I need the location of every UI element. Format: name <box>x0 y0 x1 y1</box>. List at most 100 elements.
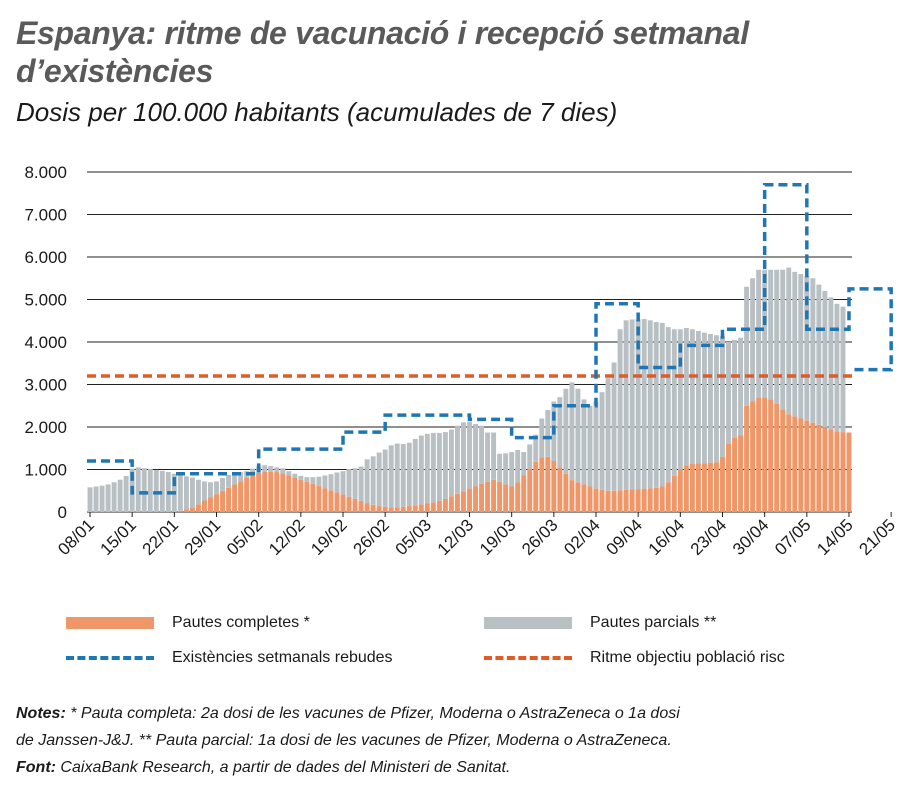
bar-completes <box>418 504 424 512</box>
bar-completes <box>647 488 653 512</box>
notes-line-1: Notes: * Pauta completa: 2a dosi de les … <box>16 700 886 727</box>
bar-completes <box>382 506 388 512</box>
bar-completes <box>262 471 268 512</box>
y-tick-label: 6.000 <box>24 248 67 267</box>
y-tick-label: 4.000 <box>24 333 67 352</box>
bar-completes <box>183 509 189 512</box>
x-tick-label: 29/01 <box>181 515 225 559</box>
bar-parcials <box>93 486 99 512</box>
bar-parcials <box>346 469 352 497</box>
bar-parcials <box>774 269 780 404</box>
legend-item-completes: Pautes completes * <box>66 614 310 632</box>
bar-completes <box>713 462 719 512</box>
bar-parcials <box>521 452 527 476</box>
bar-parcials <box>87 487 93 512</box>
bar-parcials <box>370 456 376 505</box>
bar-parcials <box>629 319 635 490</box>
bar-completes <box>238 481 244 512</box>
bar-completes <box>575 482 581 512</box>
bar-parcials <box>834 303 840 432</box>
bar-completes <box>689 463 695 512</box>
bar-parcials <box>310 477 316 484</box>
bar-parcials <box>220 478 226 491</box>
bar-completes <box>792 416 798 512</box>
bar-parcials <box>183 476 189 510</box>
bar-parcials <box>677 329 683 470</box>
bar-completes <box>220 490 226 512</box>
bar-completes <box>683 465 689 512</box>
y-tick-label: 1.000 <box>24 461 67 480</box>
bar-parcials <box>135 467 141 512</box>
bar-parcials <box>792 271 798 417</box>
bar-completes <box>581 484 587 512</box>
bar-parcials <box>726 342 731 444</box>
bar-completes <box>226 487 232 512</box>
bar-parcials <box>581 399 587 485</box>
bar-parcials <box>695 330 701 464</box>
bar-completes <box>527 468 533 512</box>
bar-completes <box>370 504 376 512</box>
bar-completes <box>406 506 412 512</box>
bar-parcials <box>328 474 334 491</box>
y-tick-label: 5.000 <box>24 291 67 310</box>
bar-parcials <box>226 475 232 488</box>
bar-completes <box>834 431 840 512</box>
bar-parcials <box>189 477 195 508</box>
bar-completes <box>701 463 707 512</box>
notes-label: Notes: <box>16 705 66 722</box>
bar-parcials <box>828 297 834 430</box>
bar-completes <box>509 486 515 512</box>
bar-parcials <box>750 278 756 402</box>
bar-parcials <box>780 269 786 410</box>
bar-parcials <box>147 469 153 512</box>
bar-parcials <box>617 329 623 491</box>
bar-completes <box>720 456 725 512</box>
bar-completes <box>629 489 635 512</box>
bar-parcials <box>177 475 183 511</box>
y-tick-label: 3.000 <box>24 376 67 395</box>
bar-completes <box>665 482 671 512</box>
bar-completes <box>298 479 304 512</box>
bar-parcials <box>563 388 569 474</box>
bar-parcials <box>683 327 689 466</box>
bar-parcials <box>497 453 503 482</box>
x-tick-label: 22/01 <box>139 515 183 559</box>
bar-completes <box>677 469 683 512</box>
bar-completes <box>467 488 472 512</box>
chart-area: 0 1.000 2.000 3.000 4.000 5.000 6.000 7.000 8.00… <box>24 163 899 559</box>
bar-parcials <box>786 267 792 415</box>
bar-parcials <box>268 466 274 472</box>
x-tick-label: 26/02 <box>349 515 393 559</box>
bar-completes <box>611 490 617 512</box>
bar-completes <box>593 488 599 512</box>
bar-parcials <box>394 443 400 508</box>
bar-parcials <box>593 401 599 489</box>
x-tick-label: 19/02 <box>307 515 351 559</box>
bar-parcials <box>406 442 412 507</box>
bar-parcials <box>159 470 165 512</box>
bar-completes <box>653 487 659 512</box>
bar-parcials <box>768 269 774 400</box>
bar-parcials <box>816 284 822 425</box>
line-existencies <box>87 183 893 495</box>
bar-parcials <box>539 418 545 458</box>
bar-parcials <box>527 444 533 469</box>
legend-swatch-parcials <box>484 617 572 629</box>
bar-completes <box>756 397 762 512</box>
bar-parcials <box>810 278 816 423</box>
bar-parcials <box>436 432 442 501</box>
bar-parcials <box>111 482 117 512</box>
bar-completes <box>328 490 334 512</box>
bar-completes <box>840 432 846 512</box>
bar-parcials <box>822 291 828 427</box>
bar-completes <box>810 422 816 512</box>
bar-parcials <box>701 332 707 464</box>
source-text: CaixaBank Research, a partir de dades de… <box>55 759 511 776</box>
bar-parcials <box>587 405 593 487</box>
bar-parcials <box>545 410 551 457</box>
bar-completes <box>750 401 756 512</box>
bar-parcials <box>557 397 563 468</box>
bar-completes <box>430 502 436 512</box>
bar-completes <box>780 410 786 512</box>
bar-completes <box>503 484 509 512</box>
